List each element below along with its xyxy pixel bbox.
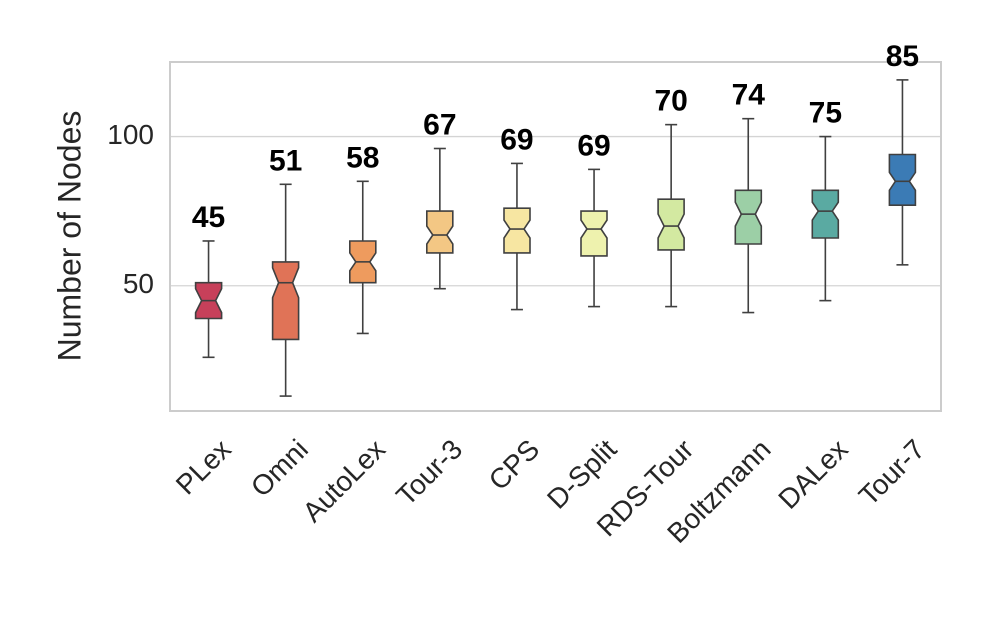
median-value-label-cps: 69 [500,123,533,156]
box-layer [194,79,917,397]
box-body [811,189,840,239]
median-value-label-d-split: 69 [577,129,610,162]
y-tick-label-50: 50 [123,268,154,299]
box-body [425,210,454,254]
box-tour-7 [888,79,917,266]
box-d-split [580,168,608,308]
x-tick-label-autolex: AutoLex [297,433,392,528]
x-tick-label-dalex: DALex [772,433,853,514]
box-body [888,153,917,206]
median-value-label-omni: 51 [269,144,302,177]
box-boltzmann [734,117,763,314]
median-label-layer: 45 51 58 67 69 69 70 74 75 85 [192,40,919,234]
box-body [657,198,685,251]
box-autolex [348,180,377,335]
x-tick-label-omni: Omni [245,433,314,502]
plot-frame [169,61,942,412]
x-tick-label-plex: PLex [170,433,237,500]
box-dalex [811,135,840,302]
box-tour-3 [425,147,454,290]
box-cps [503,162,531,311]
x-tick-label-tour-3: Tour-3 [390,433,468,511]
box-body [580,210,608,257]
median-value-label-dalex: 75 [809,97,842,130]
median-value-label-autolex: 58 [346,141,379,174]
median-value-label-tour-3: 67 [423,109,456,142]
median-value-label-rds-tour: 70 [654,85,687,118]
box-body [734,189,763,245]
grid-layer [170,135,941,287]
box-body [503,207,531,254]
y-tick-label-100: 100 [107,119,154,150]
box-plex [194,240,223,359]
median-value-label-plex: 45 [192,201,225,234]
x-tick-label-tour-7: Tour-7 [853,433,931,511]
y-tick-layer: 50 100 [107,119,154,299]
median-value-label-boltzmann: 74 [732,79,766,112]
median-value-label-tour-7: 85 [886,40,919,73]
y-axis-title: Number of Nodes [51,111,87,362]
box-rds-tour [657,123,685,308]
box-omni [271,183,300,397]
box-body [271,261,300,341]
x-tick-label-cps: CPS [483,433,546,496]
